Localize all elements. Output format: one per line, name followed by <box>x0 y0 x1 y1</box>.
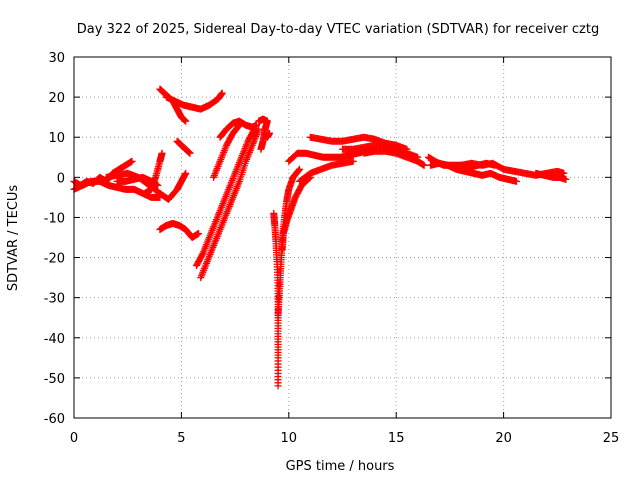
data-point <box>186 149 194 157</box>
data-point <box>128 157 136 165</box>
series-arc-5h-small <box>173 137 194 157</box>
data-point <box>158 149 166 157</box>
series-arc-recovery-low <box>296 157 357 185</box>
data-point <box>349 157 357 165</box>
data-point <box>198 251 206 259</box>
series-arc-4h-low <box>156 219 203 241</box>
y-tick-label: -50 <box>44 372 65 387</box>
data-point <box>182 117 190 125</box>
data-points <box>70 85 570 390</box>
data-point <box>255 125 263 133</box>
data-point <box>278 246 286 254</box>
series-arc-early-e <box>141 149 166 197</box>
x-tick-label: 20 <box>495 431 512 446</box>
series-arc-rise-b <box>197 125 263 282</box>
data-point <box>195 229 203 237</box>
chart-title: Day 322 of 2025, Sidereal Day-to-day VTE… <box>77 22 599 37</box>
y-tick-label: -60 <box>44 412 65 427</box>
grid-lines <box>74 57 611 418</box>
series-arc-13h-band <box>360 147 428 169</box>
data-point <box>265 129 273 137</box>
data-point <box>253 121 261 129</box>
data-point <box>182 169 190 177</box>
y-tick-label: -10 <box>44 211 65 226</box>
plot-frame <box>73 56 612 419</box>
data-point <box>562 175 570 183</box>
y-tick-label: 30 <box>48 51 65 66</box>
series-arc-9h-b <box>261 129 273 141</box>
series-arc-4h-upper <box>162 89 226 113</box>
x-tick-label: 5 <box>177 431 185 446</box>
x-tick-label: 10 <box>281 431 298 446</box>
series-arc-rise-c <box>210 121 243 181</box>
series-arc-early-d <box>113 173 162 189</box>
y-tick-label: -40 <box>44 332 65 347</box>
series-arc-late-b <box>427 159 520 185</box>
x-tick-label: 0 <box>70 431 78 446</box>
y-tick-label: 10 <box>48 131 65 146</box>
data-point <box>420 161 428 169</box>
data-point <box>257 145 265 153</box>
series-arc-9h-a <box>255 115 271 153</box>
x-tick-label: 15 <box>388 431 405 446</box>
series-arc-late-d <box>532 169 570 183</box>
axis-ticks <box>73 56 612 419</box>
data-point <box>274 314 282 322</box>
x-tick-labels: 0 5 10 15 20 25 <box>70 431 619 446</box>
series-arc-top-7h <box>216 117 261 141</box>
data-point <box>274 382 282 390</box>
y-tick-label: 0 <box>57 171 65 186</box>
series-arc-rise-a <box>192 125 258 270</box>
x-tick-label: 25 <box>603 431 620 446</box>
y-tick-label: -30 <box>44 292 65 307</box>
x-axis-label: GPS time / hours <box>286 459 395 474</box>
y-tick-labels: -60 -50 -40 -30 -20 -10 0 10 20 30 <box>44 51 65 427</box>
data-point <box>512 177 520 185</box>
y-tick-label: -20 <box>44 252 65 267</box>
data-point <box>218 89 226 97</box>
y-axis-label: SDTVAR / TECUs <box>6 185 21 292</box>
series-arc-4h-high <box>156 85 190 125</box>
y-tick-label: 20 <box>48 91 65 106</box>
